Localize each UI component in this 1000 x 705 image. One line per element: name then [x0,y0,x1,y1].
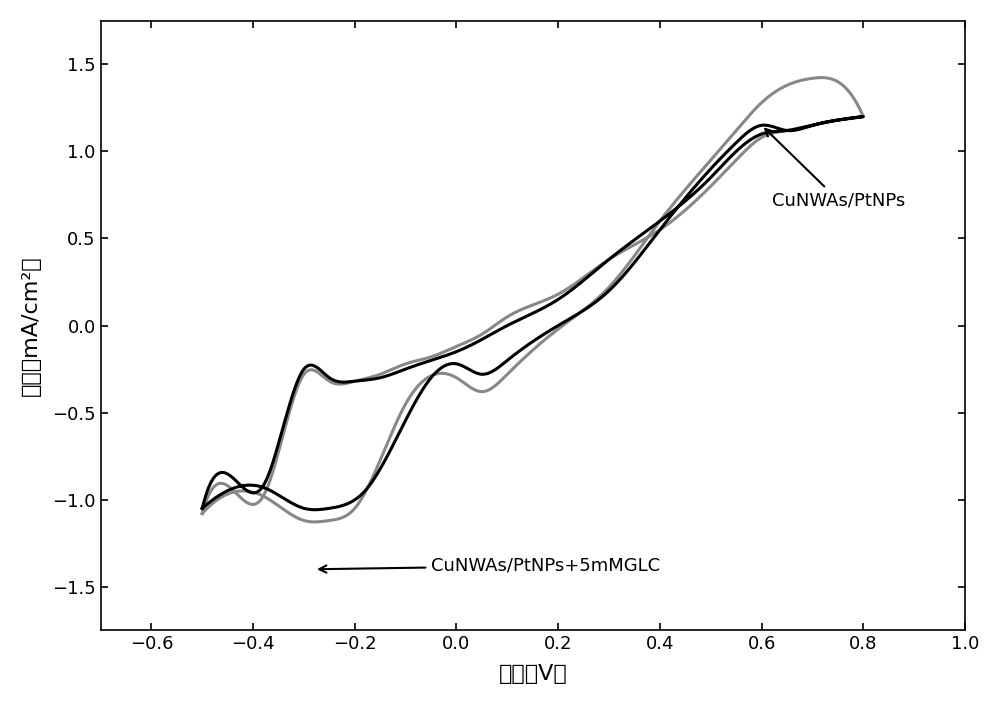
Text: CuNWAs/PtNPs+5mMGLC: CuNWAs/PtNPs+5mMGLC [319,557,660,575]
Text: CuNWAs/PtNPs: CuNWAs/PtNPs [765,129,905,209]
X-axis label: 电压（V）: 电压（V） [498,664,567,684]
Y-axis label: 电流（mA/cm²）: 电流（mA/cm²） [21,255,41,396]
